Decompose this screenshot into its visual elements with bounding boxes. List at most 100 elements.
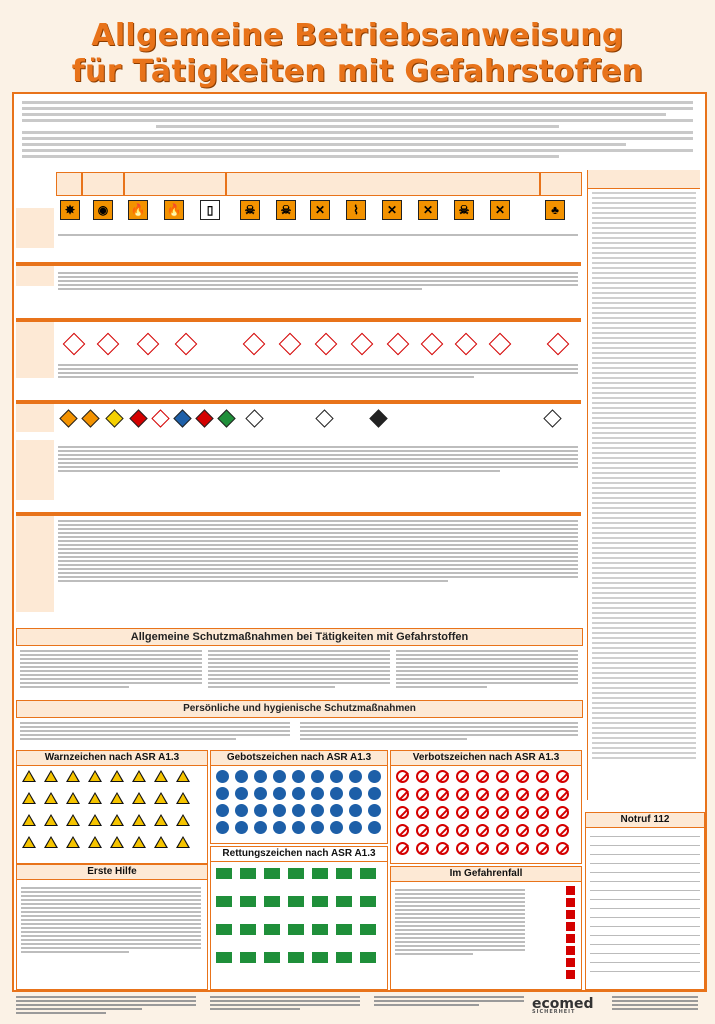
column-header-flammable [124,172,226,196]
prohibition-sign-icon [416,842,429,855]
rescue-sign-icon [288,952,304,963]
warning-sign-icon [88,836,102,848]
mandatory-sign-icon [254,787,267,800]
rescue-sign-icon [288,868,304,879]
rescue-sign-icon [312,868,328,879]
warning-sign-icon [88,770,102,782]
explosive-pictogram-icon: ✸ [60,200,80,220]
prohibition-sign-icon [556,806,569,819]
mandatory-signs-heading: Gebotszeichen nach ASR A1.3 [211,751,387,766]
prohibition-sign-icon [536,788,549,801]
toxic-pictogram-icon: ☠ [454,200,474,220]
r-phrases-row [58,270,578,292]
warning-sign-icon [176,814,190,826]
prohibition-sign-icon [396,824,409,837]
prohibition-sign-icon [496,806,509,819]
prohibition-sign-icon [516,806,529,819]
mandatory-sign-icon [368,804,381,817]
poster-footer: ecomed SICHERHEIT [12,992,703,1020]
mandatory-sign-icon [292,770,305,783]
mandatory-sign-icon [216,804,229,817]
logo-subtitle: SICHERHEIT [532,1009,576,1015]
warning-sign-icon [132,770,146,782]
mandatory-sign-icon [330,804,343,817]
rescue-signs-box: Rettungszeichen nach ASR A1.3 [210,846,388,990]
mandatory-sign-icon [368,787,381,800]
warning-sign-icon [88,792,102,804]
column-header-environment [540,172,582,196]
rescue-sign-icon [240,868,256,879]
rescue-sign-icon [336,896,352,907]
mandatory-sign-icon [311,787,324,800]
grid-divider [16,318,581,322]
prohibition-sign-icon [416,806,429,819]
substance-examples-row [58,444,578,474]
mandatory-sign-icon [349,787,362,800]
toxic-pictogram-icon: ☠ [276,200,296,220]
prohibition-sign-icon [496,824,509,837]
rescue-sign-icon [360,868,376,879]
irritant-pictogram-icon: ✕ [382,200,402,220]
warning-sign-icon [132,814,146,826]
rescue-sign-icon [336,924,352,935]
emergency-marker-icon [566,970,575,979]
corrosive-pictogram-icon: ⌇ [346,200,366,220]
mandatory-sign-icon [349,821,362,834]
prohibition-sign-icon [436,788,449,801]
hygiene-measures-text-col1 [20,720,290,742]
mandatory-sign-icon [254,821,267,834]
prohibition-sign-icon [416,770,429,783]
oxidizing-pictogram-icon: ◉ [93,200,113,220]
prohibition-sign-icon [556,788,569,801]
prohibition-sign-icon [496,788,509,801]
row-label-transport [16,404,54,432]
emergency-box: Im Gefahrenfall [390,866,582,990]
prohibition-sign-icon [496,842,509,855]
prohibition-sign-icon [456,842,469,855]
warning-sign-icon [22,770,36,782]
mandatory-sign-icon [216,770,229,783]
prohibition-sign-icon [456,806,469,819]
warning-sign-icon [22,792,36,804]
row-label-r-phrases [16,266,54,286]
rescue-sign-icon [264,896,280,907]
warning-sign-icon [132,792,146,804]
prohibition-sign-icon [456,824,469,837]
mandatory-sign-icon [349,804,362,817]
mandatory-sign-icon [254,770,267,783]
prohibition-sign-icon [536,842,549,855]
emergency-marker-icon [566,922,575,931]
symbol-labels-row [58,232,578,238]
warning-sign-icon [176,770,190,782]
mandatory-sign-icon [216,821,229,834]
mandatory-sign-icon [273,804,286,817]
compressed-gas-pictogram-icon: ▯ [200,200,220,220]
rescue-sign-icon [312,924,328,935]
prohibition-sign-icon [516,770,529,783]
row-label-symbols [16,208,54,248]
rescue-sign-icon [216,952,232,963]
mandatory-sign-icon [235,787,248,800]
rescue-sign-icon [216,924,232,935]
mandatory-sign-icon [235,770,248,783]
prohibition-sign-icon [476,788,489,801]
grid-divider [16,262,581,266]
warning-sign-icon [66,770,80,782]
prohibition-sign-icon [536,806,549,819]
emergency-call-box: Notruf 112 [585,812,705,990]
protective-measures-text-col3 [396,648,578,690]
mandatory-sign-icon [330,770,343,783]
warning-sign-icon [110,770,124,782]
mandatory-sign-icon [330,821,343,834]
hazard-phrases-header [588,170,700,189]
prohibition-sign-icon [556,824,569,837]
warning-sign-icon [110,792,124,804]
rescue-sign-icon [240,952,256,963]
warning-sign-icon [66,792,80,804]
warning-sign-icon [154,792,168,804]
harmful-pictogram-icon: ✕ [310,200,330,220]
mandatory-sign-icon [311,821,324,834]
prohibition-sign-icon [456,770,469,783]
rescue-sign-icon [216,896,232,907]
